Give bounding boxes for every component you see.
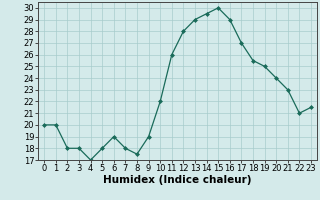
- X-axis label: Humidex (Indice chaleur): Humidex (Indice chaleur): [103, 175, 252, 185]
